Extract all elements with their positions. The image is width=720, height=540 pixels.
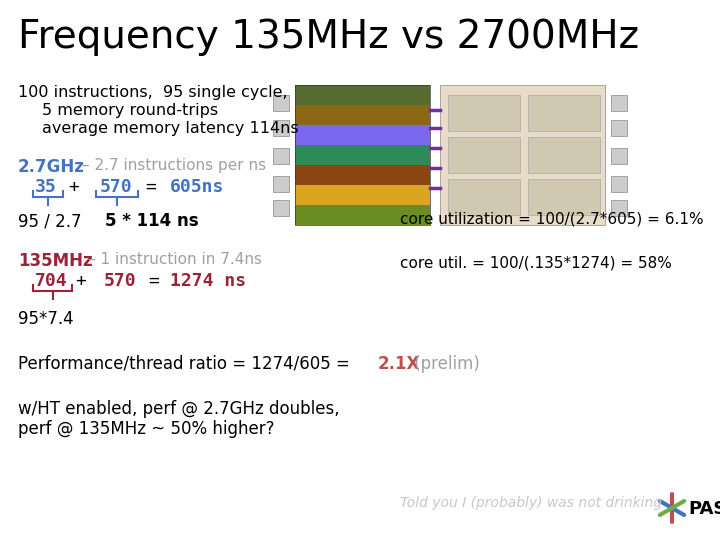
Text: (prelim): (prelim): [409, 355, 480, 373]
Bar: [611, 95, 627, 111]
Text: 35: 35: [35, 178, 57, 196]
Bar: [273, 95, 289, 111]
Bar: [273, 148, 289, 164]
Bar: [440, 85, 605, 225]
Text: 2.7GHz: 2.7GHz: [18, 158, 85, 176]
Bar: [528, 95, 600, 131]
Text: 570: 570: [104, 272, 137, 290]
Text: 704: 704: [35, 272, 68, 290]
Text: +: +: [68, 178, 79, 196]
Text: =: =: [148, 272, 159, 290]
Bar: [295, 125, 430, 145]
Bar: [611, 176, 627, 192]
Bar: [273, 120, 289, 136]
Text: +: +: [75, 272, 86, 290]
Bar: [528, 179, 600, 215]
Text: 95*7.4: 95*7.4: [18, 310, 73, 328]
Text: w/HT enabled, perf @ 2.7GHz doubles,: w/HT enabled, perf @ 2.7GHz doubles,: [18, 400, 340, 418]
Text: Performance/thread ratio = 1274/605 =: Performance/thread ratio = 1274/605 =: [18, 355, 355, 373]
Text: 100 instructions,  95 single cycle,: 100 instructions, 95 single cycle,: [18, 85, 287, 100]
Text: Frequency 135MHz vs 2700MHz: Frequency 135MHz vs 2700MHz: [18, 18, 639, 56]
Bar: [295, 185, 430, 205]
Bar: [295, 205, 430, 225]
Text: 5 memory round-trips: 5 memory round-trips: [42, 103, 218, 118]
Bar: [528, 137, 600, 173]
Text: perf @ 135MHz ~ 50% higher?: perf @ 135MHz ~ 50% higher?: [18, 420, 274, 438]
Bar: [448, 179, 520, 215]
Bar: [448, 137, 520, 173]
Text: – 2.7 instructions per ns: – 2.7 instructions per ns: [82, 158, 266, 173]
Text: Told you I (probably) was not drinking: Told you I (probably) was not drinking: [400, 496, 662, 510]
Bar: [611, 200, 627, 216]
Bar: [295, 105, 430, 125]
Text: core utilization = 100/(2.7*605) = 6.1%: core utilization = 100/(2.7*605) = 6.1%: [400, 212, 703, 227]
Text: 95 / 2.7: 95 / 2.7: [18, 212, 81, 230]
Text: 135MHz: 135MHz: [18, 252, 93, 270]
Bar: [273, 176, 289, 192]
Text: =: =: [145, 178, 156, 196]
Text: 2.1X: 2.1X: [378, 355, 420, 373]
Text: 1274 ns: 1274 ns: [170, 272, 246, 290]
Text: core util. = 100/(.135*1274) = 58%: core util. = 100/(.135*1274) = 58%: [400, 255, 672, 270]
Text: – 1 instruction in 7.4ns: – 1 instruction in 7.4ns: [88, 252, 262, 267]
Bar: [295, 165, 430, 185]
Bar: [273, 200, 289, 216]
Text: 5 * 114 ns: 5 * 114 ns: [105, 212, 199, 230]
Text: 605ns: 605ns: [170, 178, 225, 196]
Text: average memory latency 114ns: average memory latency 114ns: [42, 121, 299, 136]
Bar: [295, 145, 430, 165]
Text: 570: 570: [100, 178, 132, 196]
Bar: [448, 95, 520, 131]
Bar: [611, 120, 627, 136]
Bar: [295, 85, 430, 105]
Bar: [611, 148, 627, 164]
Text: PASS: PASS: [688, 500, 720, 518]
Bar: [295, 85, 430, 225]
